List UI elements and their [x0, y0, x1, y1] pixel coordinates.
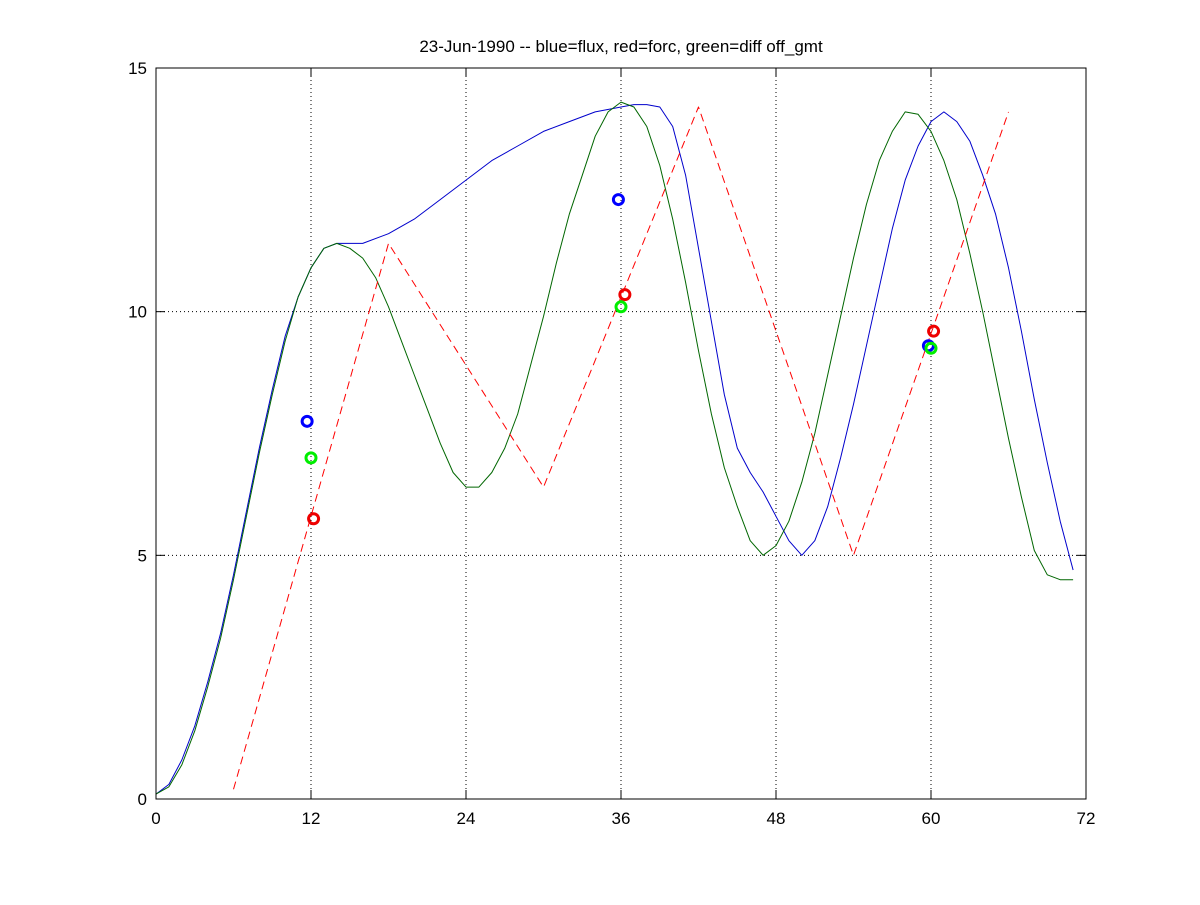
- y-tick-label: 0: [138, 790, 147, 809]
- x-tick-label: 24: [457, 809, 476, 828]
- series-line-2: [233, 106, 1009, 790]
- data-point: [300, 414, 314, 428]
- data-point: [618, 288, 632, 302]
- x-tick-label: 36: [612, 809, 631, 828]
- data-point: [921, 339, 935, 353]
- x-tick-label: 12: [302, 809, 321, 828]
- y-tick-label: 5: [138, 546, 147, 565]
- x-tick-label: 48: [767, 809, 786, 828]
- data-point: [924, 341, 938, 355]
- markers: [300, 193, 941, 526]
- series-lines: [155, 101, 1074, 795]
- plot-background: [156, 68, 1086, 799]
- data-point: [304, 451, 318, 465]
- series-line-0: [155, 104, 1074, 795]
- x-tick-label: 60: [922, 809, 941, 828]
- data-point: [614, 300, 628, 314]
- tick-labels: 0 12 24 36 48 60 72 0 5 10 15: [128, 59, 1095, 828]
- x-tick-label: 72: [1077, 809, 1096, 828]
- y-tick-label: 15: [128, 59, 147, 78]
- axis-ticks: [155, 67, 1087, 800]
- data-point: [307, 512, 321, 526]
- data-point: [611, 193, 625, 207]
- series-line-1: [155, 101, 1074, 795]
- chart-title: 23-Jun-1990 -- blue=flux, red=forc, gree…: [419, 37, 823, 56]
- data-point: [927, 324, 941, 338]
- y-tick-label: 10: [128, 303, 147, 322]
- x-tick-label: 0: [151, 809, 160, 828]
